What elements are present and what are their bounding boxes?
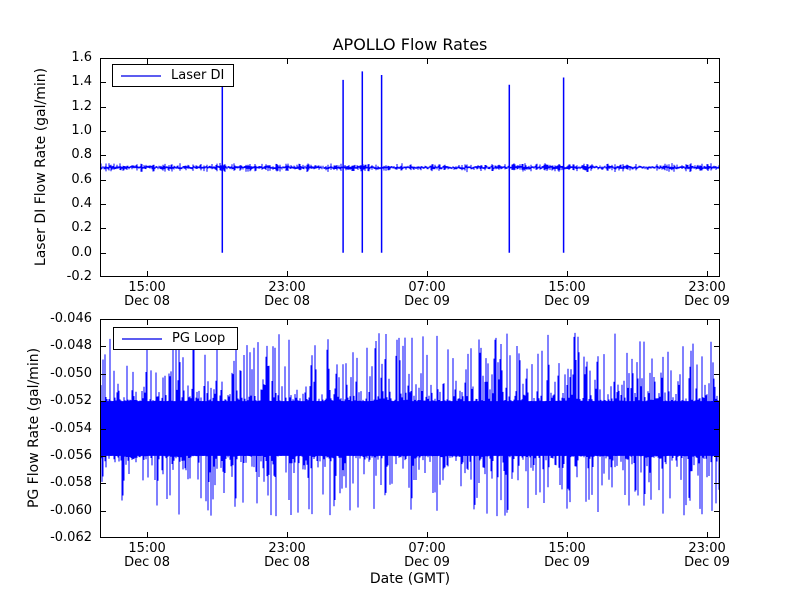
bottom-y-tick-label: -0.050 xyxy=(50,365,92,381)
laser-di-legend-label: Laser DI xyxy=(171,68,225,83)
x-tick-date-label: Dec 08 xyxy=(264,294,310,309)
bottom-y-tick-label: -0.062 xyxy=(50,530,92,545)
bottom-y-tick-label: -0.052 xyxy=(50,393,92,409)
top-y-tick-label: 0.8 xyxy=(71,147,92,163)
bottom-y-tick-label: -0.054 xyxy=(50,420,92,436)
x-tick-date-label: Dec 09 xyxy=(684,555,730,570)
bottom-y-tick-label: -0.060 xyxy=(50,502,92,518)
x-tick-time-label: 23:00 xyxy=(268,280,306,295)
laser-di-plot xyxy=(100,58,720,277)
top-legend: Laser DI xyxy=(112,64,234,87)
top-y-tick-label: 1.4 xyxy=(71,74,92,90)
top-y-tick-label: 1.6 xyxy=(71,50,92,65)
pg-loop-legend-label: PG Loop xyxy=(172,331,226,346)
bottom-y-tick-label: -0.046 xyxy=(50,311,92,326)
x-tick-time-label: 07:00 xyxy=(408,541,446,556)
pg-loop-legend-line-sample xyxy=(122,337,162,340)
top-y-tick-label: 0.6 xyxy=(71,171,92,187)
bottom-y-tick-label: -0.048 xyxy=(50,338,92,354)
x-tick-time-label: 07:00 xyxy=(408,280,446,295)
x-tick-date-label: Dec 08 xyxy=(124,294,170,309)
x-tick-date-label: Dec 08 xyxy=(124,555,170,570)
x-tick-date-label: Dec 09 xyxy=(684,294,730,309)
x-tick-date-label: Dec 09 xyxy=(544,555,590,570)
top-y-tick-label: 1.0 xyxy=(71,123,92,138)
x-tick-time-label: 15:00 xyxy=(548,541,586,556)
x-tick-date-label: Dec 09 xyxy=(404,555,450,570)
pg-loop-plot xyxy=(100,319,720,538)
top-y-tick-label: 0.0 xyxy=(71,244,92,260)
x-tick-time-label: 15:00 xyxy=(548,280,586,295)
x-tick-time-label: 15:00 xyxy=(128,541,166,556)
bottom-y-tick-label: -0.056 xyxy=(50,447,92,463)
x-axis-label: Date (GMT) xyxy=(369,571,451,587)
x-tick-time-label: 15:00 xyxy=(128,280,166,295)
x-tick-time-label: 23:00 xyxy=(688,541,726,556)
top-y-tick-label: 0.2 xyxy=(71,220,92,236)
top-y-tick-label: -0.2 xyxy=(66,269,92,284)
laser-di-legend-line-sample xyxy=(121,74,161,77)
bottom-y-tick-label: -0.058 xyxy=(50,475,92,491)
top-y-tick-label: 0.4 xyxy=(71,196,92,211)
x-tick-time-label: 23:00 xyxy=(268,541,306,556)
chart-title: APOLLO Flow Rates xyxy=(332,35,488,54)
top-y-axis-label: Laser DI Flow Rate (gal/min) xyxy=(33,67,49,267)
x-tick-date-label: Dec 09 xyxy=(404,294,450,309)
top-y-tick-label: 1.2 xyxy=(71,98,92,114)
x-tick-date-label: Dec 08 xyxy=(264,555,310,570)
x-tick-date-label: Dec 09 xyxy=(544,294,590,309)
x-tick-time-label: 23:00 xyxy=(688,280,726,295)
bottom-legend: PG Loop xyxy=(113,327,238,350)
